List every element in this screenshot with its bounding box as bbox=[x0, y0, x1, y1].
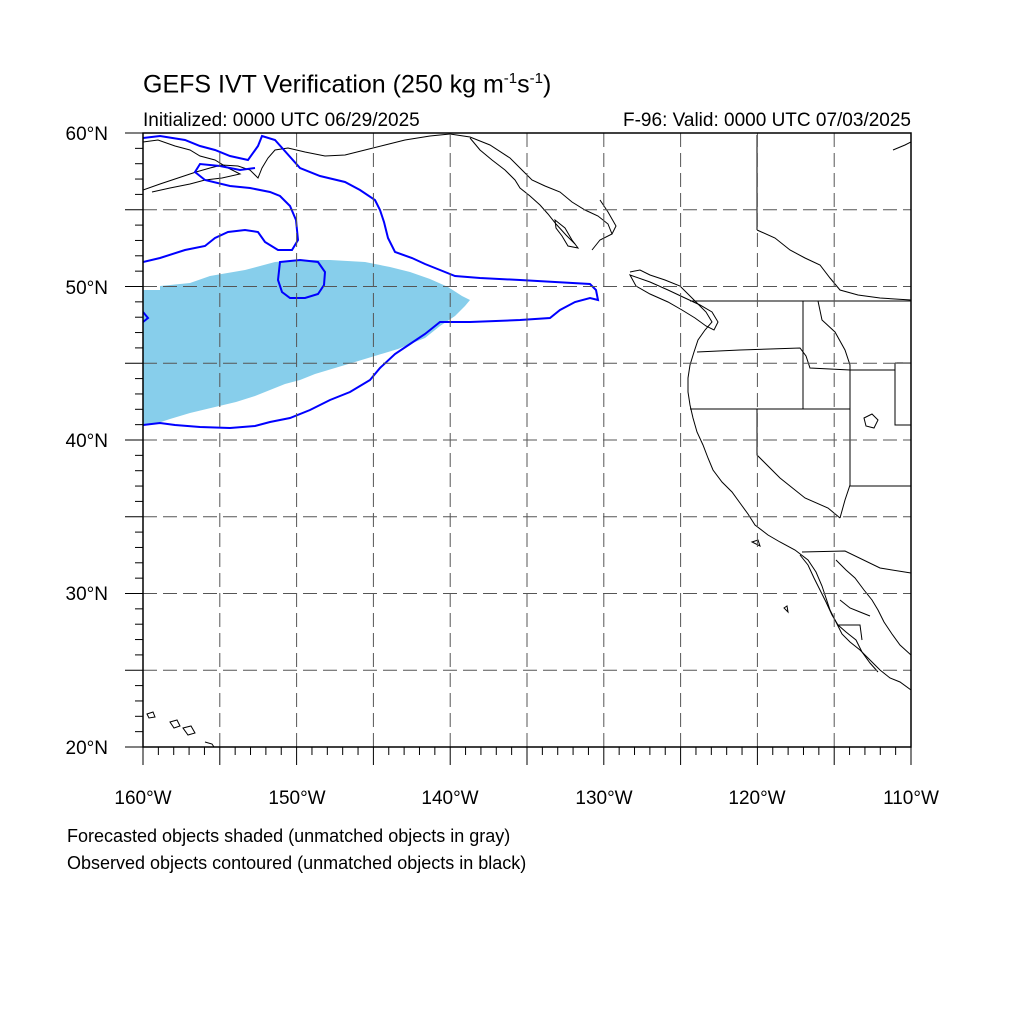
lat-label-40: 40°N bbox=[66, 431, 108, 452]
lat-label-50: 50°N bbox=[66, 278, 108, 299]
lat-label-60: 60°N bbox=[66, 124, 108, 145]
valid-time-label: F-96: Valid: 0000 UTC 07/03/2025 bbox=[623, 110, 911, 131]
observed-object-contour-inner bbox=[143, 162, 300, 263]
observed-note: Observed objects contoured (unmatched ob… bbox=[67, 853, 527, 873]
forecast-note: Forecasted objects shaded (unmatched obj… bbox=[67, 826, 511, 846]
lat-axis-labels: 20°N 30°N 40°N 50°N 60°N bbox=[66, 124, 108, 759]
map-title: GEFS IVT Verification (250 kg m-1s-1) bbox=[143, 70, 552, 99]
lon-label-120w: 120°W bbox=[728, 788, 785, 809]
lat-label-30: 30°N bbox=[66, 584, 108, 605]
forecast-object-shade bbox=[143, 260, 470, 426]
lat-label-20: 20°N bbox=[66, 738, 108, 759]
lon-label-140w: 140°W bbox=[421, 788, 478, 809]
axis-ticks bbox=[125, 132, 912, 765]
observed-object-contour-edge bbox=[143, 311, 150, 323]
lon-label-130w: 130°W bbox=[575, 788, 632, 809]
init-time-label: Initialized: 0000 UTC 06/29/2025 bbox=[143, 110, 420, 131]
lon-label-150w: 150°W bbox=[268, 788, 325, 809]
observed-object-contour-loop bbox=[276, 258, 327, 299]
coastlines bbox=[143, 133, 911, 747]
lon-label-160w: 160°W bbox=[114, 788, 171, 809]
lon-axis-labels: 160°W 150°W 140°W 130°W 120°W 110°W bbox=[114, 788, 939, 809]
lon-label-110w: 110°W bbox=[883, 788, 939, 809]
observed-object-contour bbox=[143, 134, 600, 430]
map-grid bbox=[143, 133, 911, 747]
